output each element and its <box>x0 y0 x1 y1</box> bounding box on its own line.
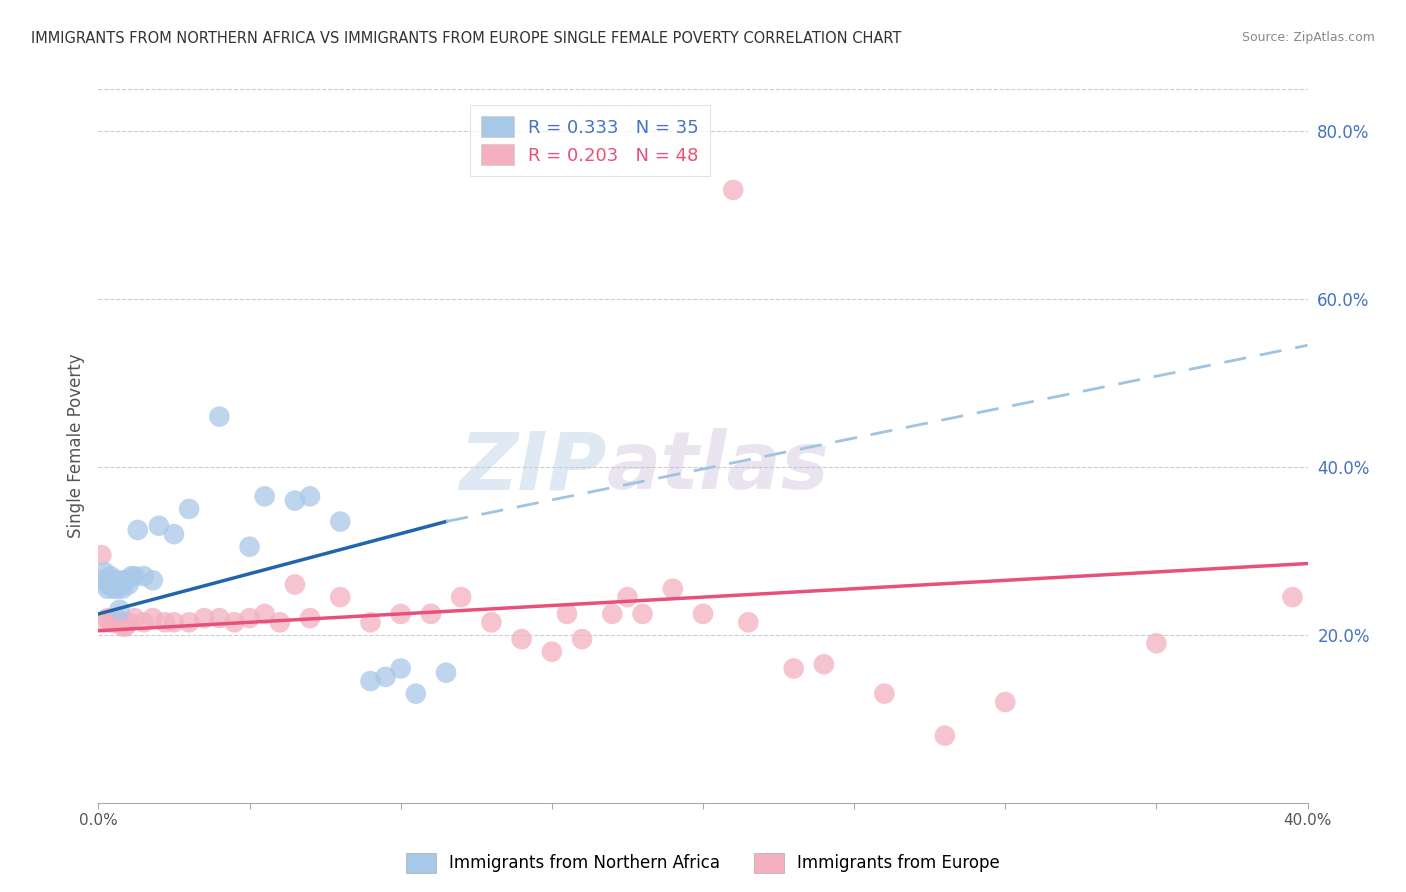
Point <box>299 611 322 625</box>
Point <box>239 611 262 625</box>
Legend: Immigrants from Northern Africa, Immigrants from Europe: Immigrants from Northern Africa, Immigra… <box>399 847 1007 880</box>
Point <box>153 615 176 630</box>
Text: atlas: atlas <box>606 428 830 507</box>
Point <box>114 619 136 633</box>
Point <box>93 565 115 579</box>
Point <box>253 489 276 503</box>
Point <box>602 607 624 621</box>
Point <box>179 615 201 630</box>
Point <box>96 611 118 625</box>
Point <box>934 729 956 743</box>
Point <box>90 574 112 588</box>
Point <box>224 615 246 630</box>
Point <box>163 527 186 541</box>
Point <box>132 569 155 583</box>
Point <box>737 615 759 630</box>
Point <box>661 582 683 596</box>
Point <box>994 695 1017 709</box>
Point <box>360 615 382 630</box>
Point <box>253 607 276 621</box>
Point <box>510 632 533 646</box>
Point <box>142 611 165 625</box>
Point <box>124 569 146 583</box>
Point <box>450 590 472 604</box>
Point <box>389 607 412 621</box>
Point <box>571 632 593 646</box>
Point <box>132 615 155 630</box>
Point <box>389 661 412 675</box>
Point <box>374 670 396 684</box>
Point <box>127 523 149 537</box>
Point <box>405 687 427 701</box>
Point <box>631 607 654 621</box>
Point <box>329 515 352 529</box>
Point <box>813 657 835 672</box>
Point <box>239 540 262 554</box>
Point <box>105 582 128 596</box>
Point <box>360 674 382 689</box>
Point <box>284 577 307 591</box>
Point <box>111 574 134 588</box>
Point <box>434 665 457 680</box>
Point <box>783 661 806 675</box>
Point <box>269 615 291 630</box>
Point <box>873 687 896 701</box>
Point <box>96 582 118 596</box>
Point <box>1144 636 1167 650</box>
Point <box>193 611 215 625</box>
Point <box>111 619 134 633</box>
Point <box>616 590 638 604</box>
Point <box>148 518 170 533</box>
Point <box>100 574 122 588</box>
Text: Source: ZipAtlas.com: Source: ZipAtlas.com <box>1241 31 1375 45</box>
Point <box>142 574 165 588</box>
Point <box>723 183 745 197</box>
Point <box>121 569 143 583</box>
Point <box>114 574 136 588</box>
Point <box>100 615 122 630</box>
Point <box>124 611 146 625</box>
Point <box>105 611 128 625</box>
Point <box>555 607 578 621</box>
Point <box>100 569 122 583</box>
Point <box>93 615 115 630</box>
Point <box>90 548 112 562</box>
Legend: R = 0.333   N = 35, R = 0.203   N = 48: R = 0.333 N = 35, R = 0.203 N = 48 <box>470 105 710 176</box>
Point <box>108 577 131 591</box>
Y-axis label: Single Female Poverty: Single Female Poverty <box>66 354 84 538</box>
Point <box>540 645 562 659</box>
Point <box>108 615 131 630</box>
Point <box>96 577 118 591</box>
Point <box>692 607 714 621</box>
Point <box>420 607 443 621</box>
Point <box>103 574 125 588</box>
Point <box>284 493 307 508</box>
Point <box>105 574 128 588</box>
Text: IMMIGRANTS FROM NORTHERN AFRICA VS IMMIGRANTS FROM EUROPE SINGLE FEMALE POVERTY : IMMIGRANTS FROM NORTHERN AFRICA VS IMMIG… <box>31 31 901 46</box>
Point <box>179 502 201 516</box>
Point <box>208 409 231 424</box>
Point <box>118 615 141 630</box>
Point <box>329 590 352 604</box>
Point <box>108 603 131 617</box>
Point <box>299 489 322 503</box>
Point <box>163 615 186 630</box>
Point <box>111 582 134 596</box>
Text: ZIP: ZIP <box>458 428 606 507</box>
Point <box>481 615 503 630</box>
Point <box>1281 590 1303 604</box>
Point <box>208 611 231 625</box>
Point <box>118 577 141 591</box>
Point <box>103 582 125 596</box>
Point <box>103 615 125 630</box>
